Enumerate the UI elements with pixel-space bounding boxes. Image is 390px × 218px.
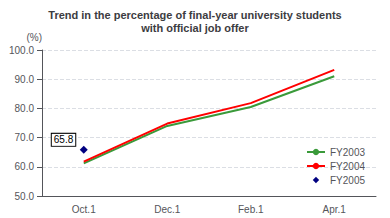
svg-text:Trend in the percentage of fin: Trend in the percentage of final-year un… [48,9,341,21]
svg-text:100.0: 100.0 [9,45,34,56]
svg-text:Feb.1: Feb.1 [238,204,264,215]
svg-text:FY2005: FY2005 [330,175,365,186]
svg-text:Dec.1: Dec.1 [154,204,181,215]
svg-text:60.0: 60.0 [15,161,35,172]
svg-text:90.0: 90.0 [15,74,35,85]
svg-text:70.0: 70.0 [15,132,35,143]
svg-text:65.8: 65.8 [54,134,74,145]
svg-text:with official job offer: with official job offer [140,22,249,34]
svg-text:Oct.1: Oct.1 [72,204,96,215]
svg-text:FY2004: FY2004 [330,161,365,172]
svg-text:80.0: 80.0 [15,103,35,114]
svg-text:50.0: 50.0 [15,191,35,202]
svg-text:(%): (%) [26,32,42,43]
svg-text:FY2003: FY2003 [330,147,365,158]
svg-text:Apr.1: Apr.1 [323,204,347,215]
